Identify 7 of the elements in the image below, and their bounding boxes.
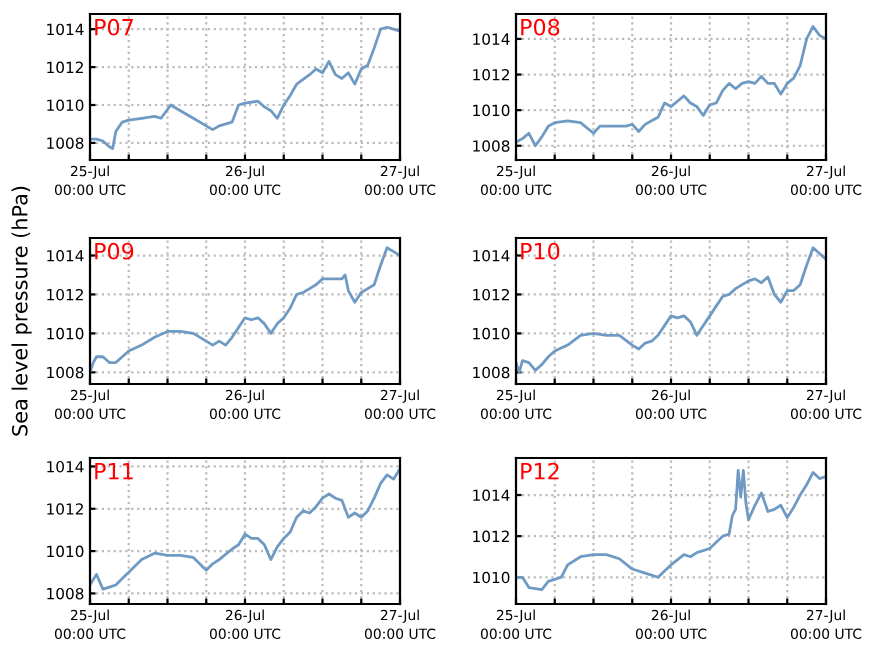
chart-title: P10 bbox=[521, 242, 560, 260]
chart-title: P09 bbox=[95, 242, 134, 260]
chart-title: P11 bbox=[95, 463, 133, 480]
chart-title: P08 bbox=[521, 18, 560, 36]
chart-title: P07 bbox=[95, 18, 133, 36]
y-axis-title: Sea level pressure (hPa) bbox=[11, 186, 32, 436]
chart-title: P12 bbox=[521, 462, 559, 480]
